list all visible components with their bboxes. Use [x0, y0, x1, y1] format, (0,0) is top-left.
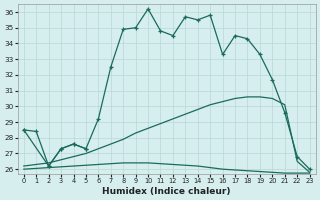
X-axis label: Humidex (Indice chaleur): Humidex (Indice chaleur) — [102, 187, 231, 196]
